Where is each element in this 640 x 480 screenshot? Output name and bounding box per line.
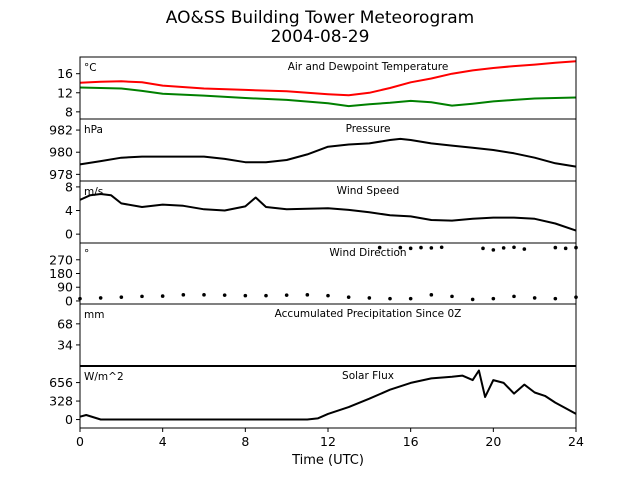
panel-title: Wind Speed: [337, 185, 400, 197]
data-point: [346, 295, 351, 299]
panel-frame: [79, 118, 577, 182]
data-point: [305, 293, 310, 297]
y-tick-label: 68: [57, 316, 73, 331]
data-point: [512, 294, 516, 299]
y-tick-label: 978: [49, 167, 73, 182]
panel-unit: °: [84, 248, 89, 260]
x-axis-label: Time (UTC): [292, 453, 364, 468]
x-tick-label: 0: [76, 434, 84, 449]
data-point: [553, 245, 558, 250]
y-tick-label: 0: [65, 227, 73, 242]
x-tick-label: 20: [485, 434, 501, 449]
panel-unit: °C: [84, 62, 97, 74]
y-tick-label: 16: [57, 66, 73, 81]
data-point: [367, 296, 372, 300]
data-point: [243, 293, 248, 298]
series-line: [79, 137, 577, 168]
y-tick-label: 656: [49, 375, 73, 390]
y-tick-label: 12: [57, 85, 73, 100]
data-point: [532, 296, 537, 300]
data-point: [408, 296, 413, 301]
data-point: [470, 297, 475, 302]
y-tick-label: 90: [57, 280, 73, 295]
data-point: [222, 293, 227, 297]
y-tick-label: 328: [49, 394, 73, 409]
data-point: [429, 246, 434, 250]
y-tick-label: 0: [65, 293, 73, 308]
y-tick-label: 982: [49, 123, 73, 138]
data-point: [160, 294, 165, 298]
panel-1: 978 980 982 hPa Pressure: [49, 118, 577, 182]
panel-unit: hPa: [84, 124, 103, 136]
data-point: [481, 246, 485, 251]
x-tick-label: 24: [568, 434, 584, 449]
series-line: [79, 86, 577, 108]
panel-title: Air and Dewpoint Temperature: [288, 61, 449, 73]
data-point: [563, 246, 568, 251]
x-tick-label: 4: [159, 434, 167, 449]
data-point: [181, 293, 186, 297]
panel-4: 34 68 mm Accumulated Precipitation Since 0Z: [57, 303, 577, 367]
panel-unit: W/m^2: [84, 371, 124, 383]
panel-frame: [79, 180, 577, 244]
panel-title: Solar Flux: [342, 370, 394, 382]
data-point: [512, 245, 516, 250]
figure-subtitle: 2004-08-29: [270, 27, 370, 47]
x-tick-label: 8: [241, 434, 249, 449]
series-line: [79, 193, 577, 232]
data-point: [140, 294, 144, 299]
data-point: [419, 245, 423, 250]
data-point: [98, 296, 103, 300]
data-point: [501, 246, 506, 250]
panel-title: Accumulated Precipitation Since 0Z: [275, 308, 462, 320]
series-line: [79, 60, 577, 97]
data-point: [388, 296, 392, 301]
panel-unit: m/s: [84, 186, 103, 198]
y-tick-label: 8: [65, 179, 73, 194]
y-tick-label: 180: [49, 266, 73, 281]
x-tick-label: 12: [320, 434, 336, 449]
data-point: [398, 245, 403, 250]
data-point: [119, 295, 124, 299]
y-tick-label: 4: [65, 203, 73, 218]
data-point: [408, 246, 413, 251]
data-point: [284, 293, 289, 297]
data-point: [491, 248, 496, 252]
y-tick-label: 34: [57, 337, 73, 352]
panel-0: 8 12 16 °C Air and Dewpoint Temperature: [57, 56, 577, 120]
data-point: [491, 296, 496, 301]
panel-5: 0 328 656 W/m^2 Solar Flux: [49, 365, 577, 429]
panel-2: 0 4 8 m/s Wind Speed: [65, 179, 577, 244]
y-tick-label: 0: [65, 412, 73, 427]
data-point: [450, 294, 454, 299]
data-point: [377, 245, 382, 250]
series-line: [79, 369, 577, 421]
y-tick-label: 980: [49, 145, 73, 160]
panel-title: Wind Direction: [329, 247, 406, 259]
x-tick-label: 16: [403, 434, 419, 449]
data-point: [439, 245, 444, 250]
figure-title: AO&SS Building Tower Meteorogram: [165, 8, 475, 28]
data-point: [553, 296, 558, 301]
data-point: [264, 293, 268, 298]
y-tick-label: 270: [49, 252, 73, 267]
data-point: [326, 293, 330, 298]
data-point: [429, 293, 434, 297]
y-tick-label: 8: [65, 104, 73, 119]
panel-unit: mm: [84, 309, 104, 321]
data-point: [522, 247, 527, 251]
data-point: [202, 293, 206, 297]
panel-title: Pressure: [346, 123, 391, 135]
